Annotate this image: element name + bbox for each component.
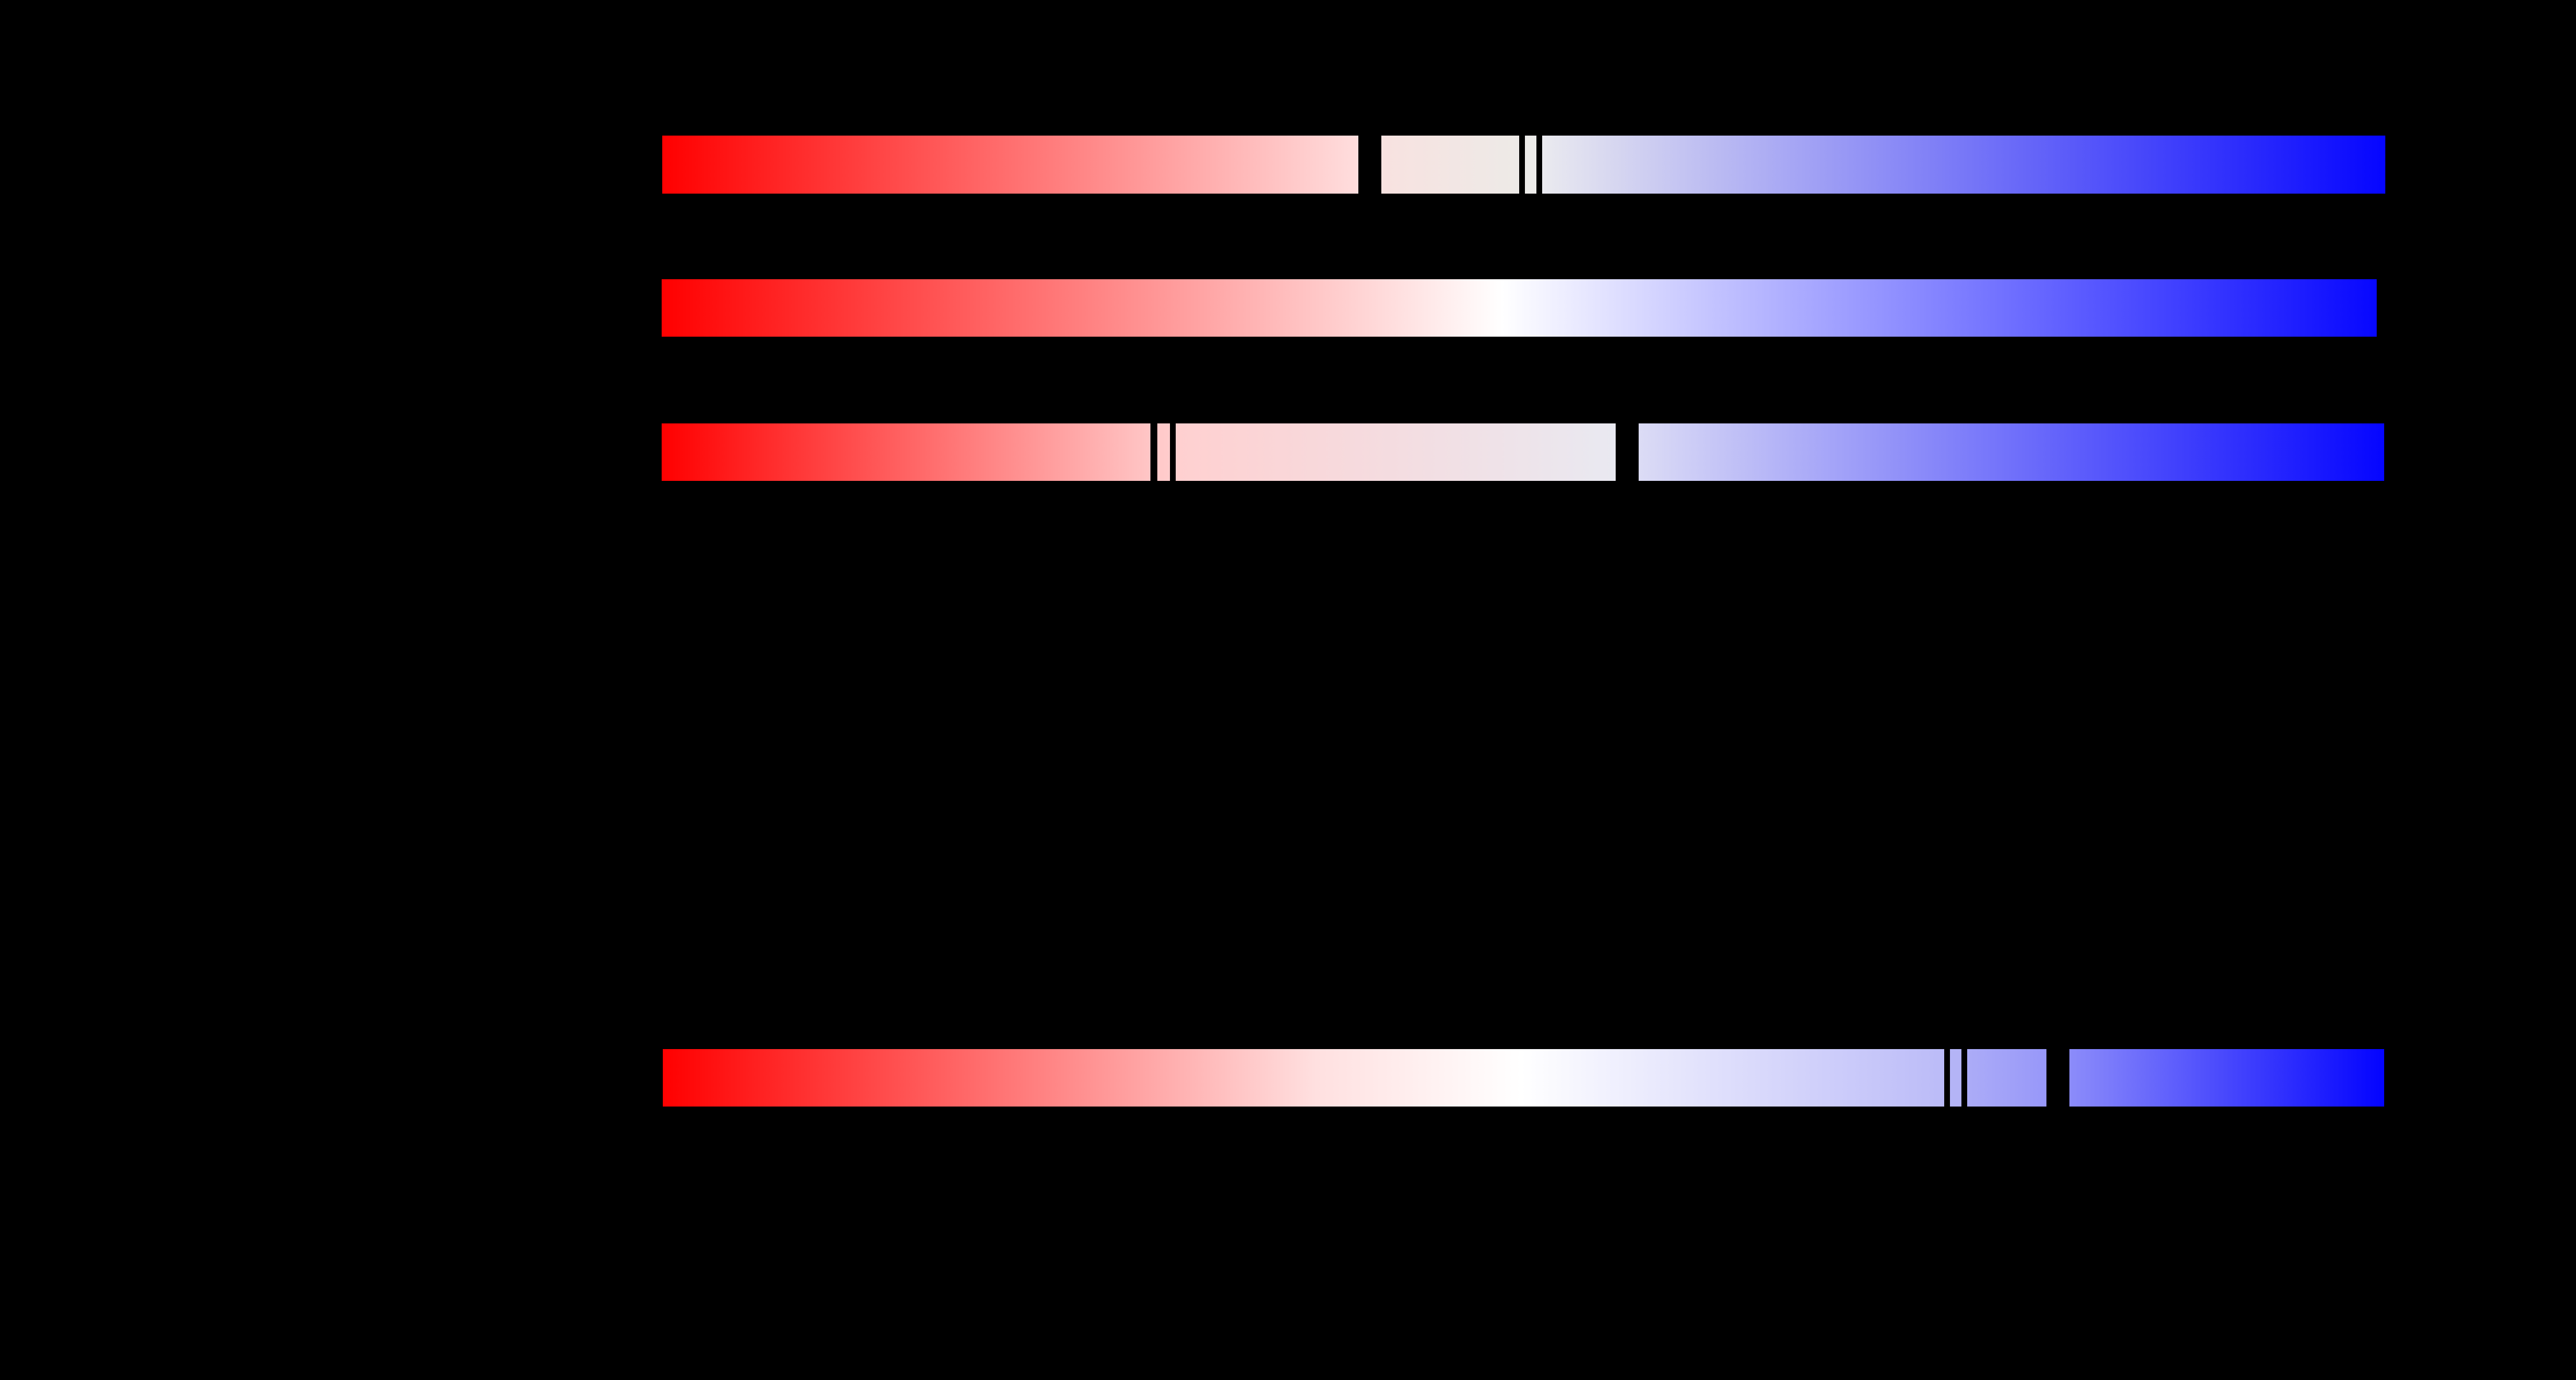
track-segment: [1639, 423, 2384, 481]
track-segment: [662, 423, 1150, 481]
track-segment: [1950, 1049, 1961, 1107]
track-segment: [663, 1049, 1944, 1107]
track-segment: [1176, 423, 1616, 481]
gradient-track-1: [0, 136, 2576, 194]
track-segment: [1525, 136, 1536, 194]
track-segment: [662, 279, 2377, 337]
track-segment: [1157, 423, 1170, 481]
gradient-track-4: [0, 1049, 2576, 1107]
track-segment: [1542, 136, 2385, 194]
gradient-track-2: [0, 279, 2576, 337]
track-segment: [662, 136, 1358, 194]
track-segment: [2069, 1049, 2384, 1107]
track-segment: [1381, 136, 1519, 194]
track-segment: [1967, 1049, 2046, 1107]
gradient-track-3: [0, 423, 2576, 481]
